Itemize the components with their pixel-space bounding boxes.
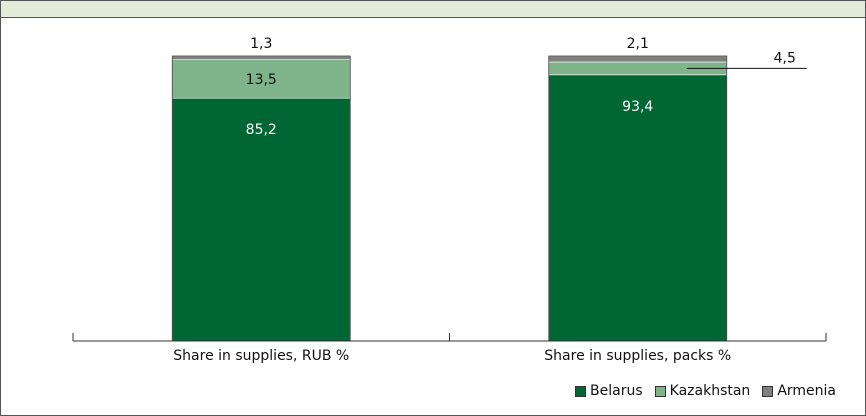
data-label-kazakhstan-2: 4,5 <box>774 50 796 66</box>
legend-label-armenia: Armenia <box>777 383 836 399</box>
legend-swatch-belarus <box>575 385 587 397</box>
data-label-armenia-1: 1,3 <box>250 36 272 52</box>
bar-belarus-2 <box>548 74 728 342</box>
legend-label-kazakhstan: Kazakhstan <box>669 383 751 399</box>
legend-swatch-kazakhstan <box>654 385 666 397</box>
legend: Belarus Kazakhstan Armenia <box>575 383 836 399</box>
legend-swatch-armenia <box>762 385 774 397</box>
data-label-belarus-2: 93,4 <box>622 99 653 115</box>
data-label-kazakhstan-1: 13,5 <box>246 72 277 88</box>
legend-item-belarus: Belarus <box>575 383 643 399</box>
category-label-1: Share in supplies, RUB % <box>173 348 349 364</box>
bar-belarus-1 <box>171 97 351 342</box>
legend-label-belarus: Belarus <box>590 383 643 399</box>
legend-item-kazakhstan: Kazakhstan <box>654 383 751 399</box>
header-band <box>1 1 865 18</box>
legend-item-armenia: Armenia <box>762 383 836 399</box>
bar-armenia-2 <box>548 55 728 63</box>
category-label-2: Share in supplies, packs % <box>544 348 731 364</box>
data-label-belarus-1: 85,2 <box>246 122 277 138</box>
bar-armenia-1 <box>171 55 351 61</box>
data-label-armenia-2: 2,1 <box>627 36 649 52</box>
